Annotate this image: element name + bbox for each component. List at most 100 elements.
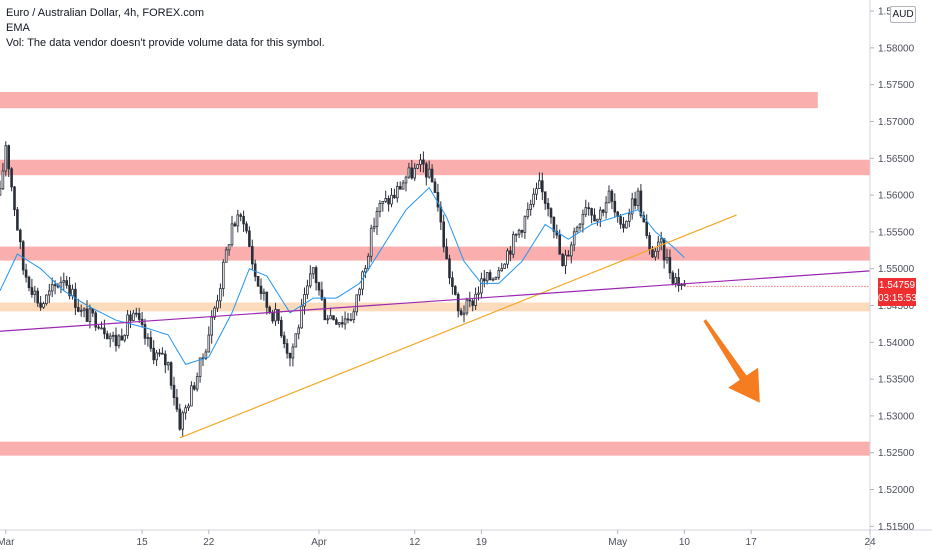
- candle: [538, 172, 541, 189]
- candle: [500, 262, 503, 272]
- candle: [398, 181, 402, 190]
- candle: [152, 340, 155, 365]
- support-trendline[interactable]: [0, 270, 871, 332]
- candle: [195, 372, 199, 392]
- symbol-title[interactable]: Euro / Australian Dollar, 4h, FOREX.com: [6, 7, 205, 19]
- candle: [42, 301, 45, 309]
- candle: [352, 308, 356, 324]
- candle: [79, 304, 83, 317]
- candle: [123, 334, 126, 343]
- zone-1.5730[interactable]: [0, 92, 818, 109]
- zones-layer: [0, 92, 870, 456]
- zone-1.5520[interactable]: [0, 246, 870, 261]
- candle: [543, 191, 547, 210]
- candle: [314, 265, 318, 291]
- candle: [88, 304, 92, 329]
- candle: [372, 217, 376, 233]
- candle: [166, 361, 170, 371]
- candle: [306, 279, 309, 300]
- candle: [506, 248, 509, 269]
- zone-1.5450[interactable]: [0, 302, 870, 312]
- candle: [16, 207, 19, 231]
- candle: [570, 241, 573, 264]
- candle: [532, 188, 535, 208]
- candle: [665, 248, 669, 264]
- candle: [364, 264, 367, 279]
- candle: [514, 233, 518, 243]
- candle: [77, 298, 80, 313]
- candle: [239, 212, 242, 222]
- candle: [520, 229, 524, 238]
- candle: [332, 315, 335, 321]
- candle: [338, 322, 341, 328]
- currency-badge[interactable]: AUD: [890, 6, 916, 23]
- candle: [164, 350, 167, 374]
- ema-indicator-label[interactable]: EMA: [6, 22, 30, 34]
- zone-1.5640[interactable]: [0, 159, 870, 176]
- bar-countdown: 03:15:53: [878, 293, 917, 305]
- candle: [30, 278, 34, 298]
- candles-layer: [0, 141, 686, 437]
- candle: [668, 249, 672, 280]
- candle: [242, 210, 245, 232]
- candle: [108, 332, 112, 348]
- candle: [375, 207, 379, 235]
- ema-line[interactable]: [0, 186, 685, 365]
- candle: [526, 202, 530, 220]
- candle: [349, 313, 353, 322]
- x-tick-label: May: [608, 537, 627, 548]
- zone-1.5257[interactable]: [0, 441, 870, 456]
- candle: [581, 209, 585, 233]
- rising-trendline[interactable]: [179, 214, 737, 439]
- candle: [674, 273, 677, 288]
- candle: [236, 209, 240, 233]
- candle: [378, 200, 382, 218]
- x-tick-label: 10: [679, 537, 691, 548]
- candle: [604, 196, 608, 219]
- candle: [68, 276, 71, 300]
- candle: [7, 144, 10, 178]
- candle: [0, 180, 2, 196]
- candle: [430, 164, 434, 183]
- candle: [253, 259, 257, 282]
- candle: [346, 312, 350, 324]
- candle: [433, 178, 437, 193]
- candle: [465, 297, 469, 316]
- candle: [509, 245, 512, 262]
- candle: [671, 270, 675, 286]
- candle: [619, 213, 622, 229]
- candle: [120, 328, 124, 341]
- candle: [369, 224, 373, 263]
- candle: [36, 287, 39, 307]
- candle: [140, 311, 144, 328]
- candle: [468, 291, 472, 308]
- candle: [384, 190, 387, 203]
- down-arrow[interactable]: [703, 319, 760, 403]
- candle: [106, 330, 109, 340]
- candle: [456, 292, 460, 318]
- candle: [326, 314, 329, 325]
- candle: [497, 266, 501, 280]
- candle: [297, 324, 300, 340]
- x-tick-label: 24: [864, 537, 876, 548]
- candle: [416, 164, 419, 170]
- candle: [300, 298, 303, 329]
- candle: [607, 185, 611, 204]
- candle: [132, 309, 135, 322]
- candle: [24, 263, 28, 283]
- candle: [126, 310, 129, 339]
- y-tick-label: 1.52000: [878, 485, 915, 496]
- candle: [404, 175, 408, 192]
- candle: [572, 227, 576, 252]
- candle: [178, 403, 182, 431]
- y-tick-label: 1.53000: [878, 411, 915, 422]
- candle: [494, 276, 498, 281]
- candle: [535, 182, 538, 200]
- candle: [590, 207, 593, 224]
- y-tick-label: 1.57000: [878, 117, 915, 128]
- candle: [410, 159, 414, 180]
- candle: [248, 226, 251, 248]
- y-tick-label: 1.56500: [878, 154, 915, 165]
